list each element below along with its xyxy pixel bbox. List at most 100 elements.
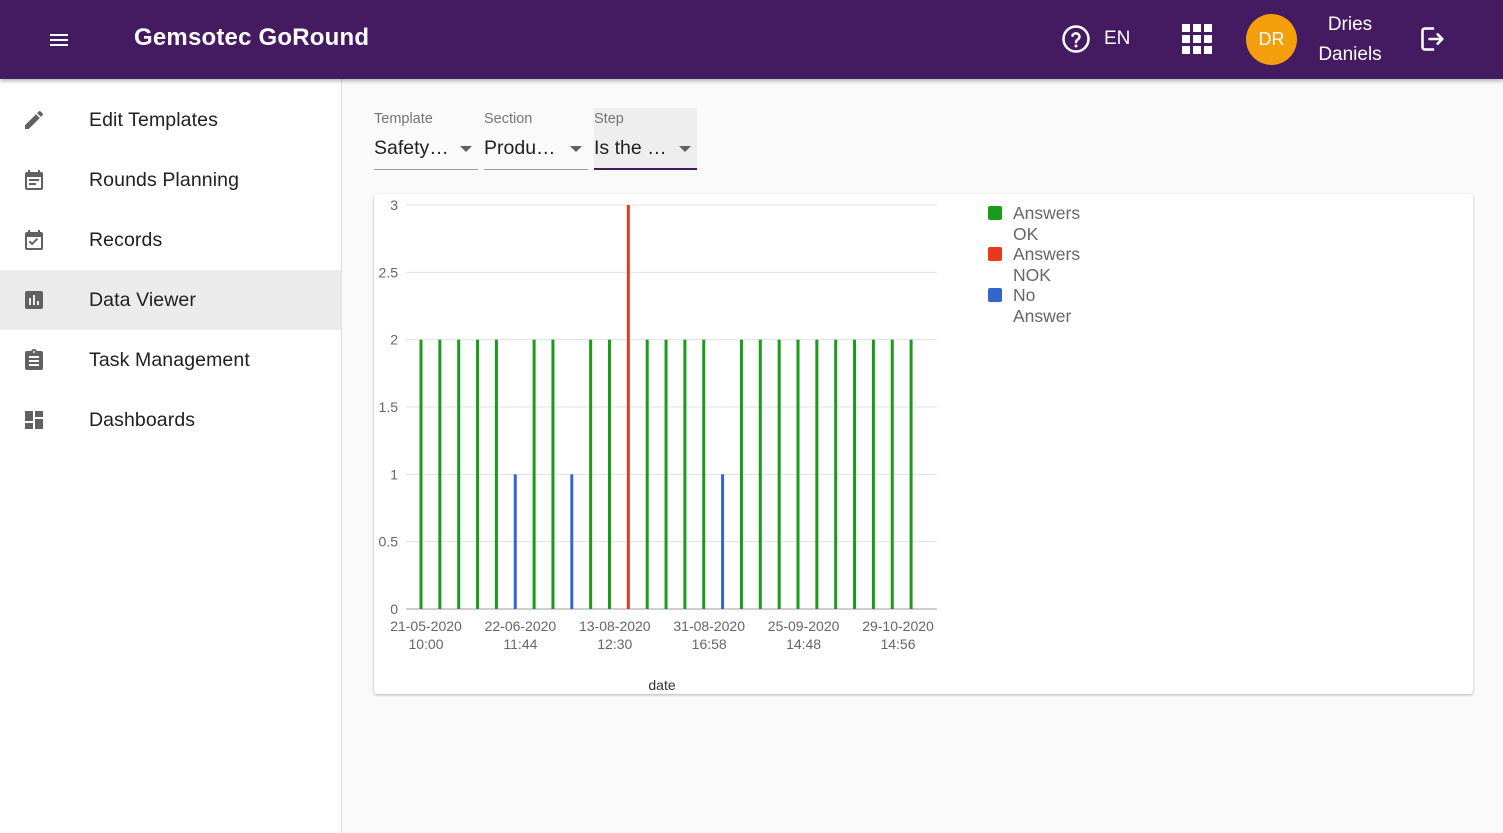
section-select[interactable]: Section Produ… [484, 108, 588, 170]
logout-button[interactable] [1414, 20, 1452, 58]
legend-swatch [988, 247, 1002, 261]
bar-answers-ok [589, 339, 593, 609]
calendar-note-icon [21, 167, 47, 193]
sidebar-item-label: Records [89, 228, 163, 251]
bar-no-answer [570, 474, 574, 609]
chevron-down-icon [679, 146, 691, 152]
legend-label: Answers NOK [1013, 244, 1081, 285]
x-tick-label-time: 10:00 [408, 636, 443, 652]
x-tick-label-date: 21-05-2020 [390, 618, 462, 634]
bar-answers-ok [890, 339, 894, 609]
sidebar-item-label: Dashboards [89, 408, 196, 431]
sidebar-item-label: Task Management [89, 348, 250, 371]
sidebar-item-label: Data Viewer [89, 288, 196, 311]
sidebar-item-rounds-planning[interactable]: Rounds Planning [0, 150, 341, 210]
x-tick-label-time: 12:30 [597, 636, 632, 652]
template-select-value: Safety… [374, 137, 449, 159]
language-selector[interactable]: EN [1104, 28, 1131, 49]
pencil-icon [21, 107, 47, 133]
bar-no-answer [513, 474, 517, 609]
sidebar-item-label: Edit Templates [89, 108, 218, 131]
template-select-label: Template [374, 111, 433, 127]
bar-answers-ok [796, 339, 800, 609]
section-select-value: Produ… [484, 137, 556, 159]
x-tick-label-date: 25-09-2020 [768, 618, 840, 634]
x-axis-title: date [648, 677, 675, 693]
bar-answers-nok [626, 205, 630, 609]
bar-answers-ok [683, 339, 687, 609]
bar-answers-ok [871, 339, 875, 609]
sidebar: Edit Templates Rounds Planning Records D… [0, 79, 342, 833]
user-last-name: Daniels [1318, 44, 1382, 65]
section-select-underline [484, 169, 588, 170]
step-select-value: Is the … [594, 137, 667, 159]
bar-no-answer [721, 474, 725, 609]
sidebar-item-edit-templates[interactable]: Edit Templates [0, 90, 341, 150]
y-tick-label: 0 [390, 601, 398, 617]
clipboard-icon [21, 347, 47, 373]
bar-answers-ok [457, 339, 461, 609]
calendar-check-icon [21, 227, 47, 253]
sidebar-item-data-viewer[interactable]: Data Viewer [0, 270, 341, 330]
bar-answers-ok [551, 339, 555, 609]
bar-answers-ok [476, 339, 480, 609]
step-select-underline [594, 168, 697, 170]
y-tick-label: 2 [390, 332, 398, 348]
bar-answers-ok [438, 339, 442, 609]
bar-answers-ok [702, 339, 706, 609]
apps-button[interactable] [1178, 20, 1216, 58]
sidebar-item-task-management[interactable]: Task Management [0, 330, 341, 390]
chevron-down-icon [570, 146, 582, 152]
bar-chart-icon [21, 287, 47, 313]
user-name[interactable]: Dries Daniels [1310, 10, 1390, 70]
bar-answers-ok [608, 339, 611, 609]
help-circle-icon [1062, 25, 1090, 53]
bar-answers-ok [909, 339, 913, 609]
x-tick-label-date: 22-06-2020 [485, 618, 557, 634]
bar-answers-ok [645, 339, 649, 609]
x-tick-label-time: 11:44 [503, 636, 537, 652]
answers-chart: 0 0.5 1 1.5 2 2.5 3 21-05-2020 10:00 22-06-2020 11… [379, 197, 937, 693]
logout-icon [1421, 27, 1444, 51]
bar-answers-ok [853, 339, 857, 609]
step-select[interactable]: Step Is the … [594, 108, 697, 170]
sidebar-item-dashboards[interactable]: Dashboards [0, 390, 341, 450]
legend-label: No Answer [1013, 285, 1072, 326]
bar-answers-ok [834, 339, 838, 609]
sidebar-item-records[interactable]: Records [0, 210, 341, 270]
y-tick-label: 1.5 [379, 399, 399, 415]
x-tick-label-date: 29-10-2020 [862, 618, 934, 634]
y-tick-label: 2.5 [379, 264, 399, 280]
bar-answers-ok [664, 339, 668, 609]
menu-button[interactable] [38, 19, 80, 61]
app-bar: Gemsotec GoRound EN DR Dries Daniels [0, 0, 1503, 79]
template-select[interactable]: Template Safety… [374, 108, 478, 170]
bar-answers-ok [815, 339, 819, 609]
dashboard-icon [21, 407, 47, 433]
x-tick-label-time: 14:56 [880, 636, 915, 652]
bar-answers-ok [494, 339, 498, 609]
user-avatar[interactable]: DR [1246, 14, 1297, 65]
hamburger-menu-icon [50, 34, 68, 46]
template-select-underline [374, 169, 478, 170]
x-tick-label-date: 31-08-2020 [673, 618, 745, 634]
x-tick-label-time: 14:48 [786, 636, 821, 652]
bar-answers-ok [758, 339, 762, 609]
y-tick-label: 3 [390, 197, 398, 213]
bar-answers-ok [777, 339, 781, 609]
x-tick-label-date: 13-08-2020 [579, 618, 651, 634]
y-tick-label: 1 [390, 466, 398, 482]
step-select-label: Step [594, 111, 624, 127]
help-button[interactable] [1058, 20, 1094, 58]
app-title: Gemsotec GoRound [134, 24, 370, 51]
chevron-down-icon [460, 146, 472, 152]
legend-label: Answers OK [1013, 203, 1081, 244]
chart-card: 0 0.5 1 1.5 2 2.5 3 21-05-2020 10:00 22-06-2020 11… [374, 194, 1473, 694]
section-select-label: Section [484, 111, 533, 127]
legend-swatch [988, 206, 1002, 220]
legend-swatch [988, 288, 1002, 302]
bar-answers-ok [532, 339, 536, 609]
user-first-name: Dries [1327, 14, 1373, 35]
apps-grid-icon [1182, 24, 1212, 54]
sidebar-item-label: Rounds Planning [89, 168, 240, 191]
